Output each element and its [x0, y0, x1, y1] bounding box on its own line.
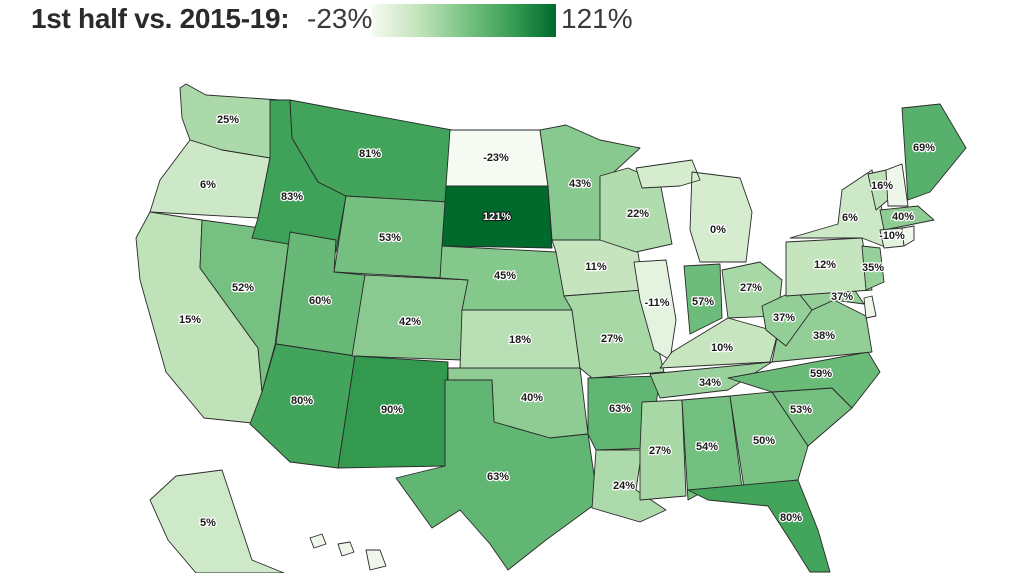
state-label-ny: 6%	[842, 212, 858, 224]
state-label-ky: 10%	[711, 342, 733, 354]
state-ri	[901, 225, 915, 247]
state-ky	[659, 317, 779, 369]
state-ga	[729, 391, 809, 489]
state-hi	[309, 533, 387, 571]
state-me	[901, 103, 967, 201]
state-ms	[639, 399, 687, 501]
state-label-oh: 27%	[740, 282, 762, 294]
state-label-md: 37%	[831, 291, 853, 303]
state-ak	[149, 469, 285, 573]
state-mi	[635, 159, 753, 263]
state-label-ak: 5%	[200, 517, 216, 529]
state-label-ut: 60%	[309, 295, 331, 307]
state-nj	[861, 245, 885, 291]
state-label-ne: 45%	[494, 270, 516, 282]
state-pa	[785, 237, 873, 297]
legend-color-scale	[372, 4, 556, 37]
state-label-ms: 27%	[649, 445, 671, 457]
state-label-ok: 40%	[521, 392, 543, 404]
state-label-az: 80%	[291, 395, 313, 407]
state-label-il: -11%	[644, 297, 669, 309]
state-label-la: 24%	[613, 480, 635, 492]
state-label-vt: 16%	[871, 180, 893, 192]
state-label-or: 6%	[200, 179, 216, 191]
state-label-al: 54%	[696, 441, 718, 453]
legend-min-label: -23%	[307, 3, 373, 34]
state-label-va: 38%	[813, 330, 835, 342]
state-label-mo: 27%	[601, 333, 623, 345]
state-label-nd: -23%	[483, 152, 509, 164]
state-nh	[885, 163, 909, 207]
state-label-ks: 18%	[509, 334, 531, 346]
state-label-sd: 121%	[483, 211, 511, 223]
state-label-pa: 12%	[814, 259, 836, 271]
state-label-me: 69%	[913, 142, 935, 154]
map-title: 1st half vs. 2015-19:	[31, 3, 290, 34]
state-label-mn: 43%	[569, 178, 591, 190]
state-in	[683, 263, 723, 335]
state-sd	[441, 185, 553, 249]
state-label-wy: 53%	[379, 232, 401, 244]
state-label-wv: 37%	[773, 312, 795, 324]
state-label-wa: 25%	[217, 114, 239, 126]
state-label-ma: 40%	[892, 211, 914, 223]
state-label-tx: 63%	[487, 471, 509, 483]
state-label-id: 83%	[281, 191, 303, 203]
state-label-ca: 15%	[179, 314, 201, 326]
state-tx	[395, 379, 599, 571]
state-wi	[599, 167, 673, 253]
legend-max-label: 121%	[561, 3, 633, 34]
state-label-ga: 50%	[753, 435, 775, 447]
state-label-ct: -10%	[879, 230, 905, 242]
state-de	[863, 295, 877, 319]
state-label-tn: 34%	[699, 377, 721, 389]
state-label-mt: 81%	[359, 148, 381, 160]
state-tn	[649, 361, 773, 399]
state-label-co: 42%	[399, 316, 421, 328]
state-label-nc: 59%	[810, 368, 832, 380]
state-label-fl: 80%	[780, 512, 802, 524]
state-ma	[879, 205, 935, 231]
state-fl	[687, 479, 831, 573]
legend-header: 1st half vs. 2015-19: -23% 121%	[0, 0, 1024, 48]
state-label-ia: 11%	[585, 261, 607, 273]
state-label-in: 57%	[692, 296, 714, 308]
state-label-nj: 35%	[862, 262, 884, 274]
state-label-nv: 52%	[232, 282, 254, 294]
state-label-wi: 22%	[627, 208, 649, 220]
state-label-nm: 90%	[381, 404, 403, 416]
state-label-sc: 53%	[790, 404, 812, 416]
state-label-ar: 63%	[609, 403, 631, 415]
state-label-mi: 0%	[710, 224, 726, 236]
